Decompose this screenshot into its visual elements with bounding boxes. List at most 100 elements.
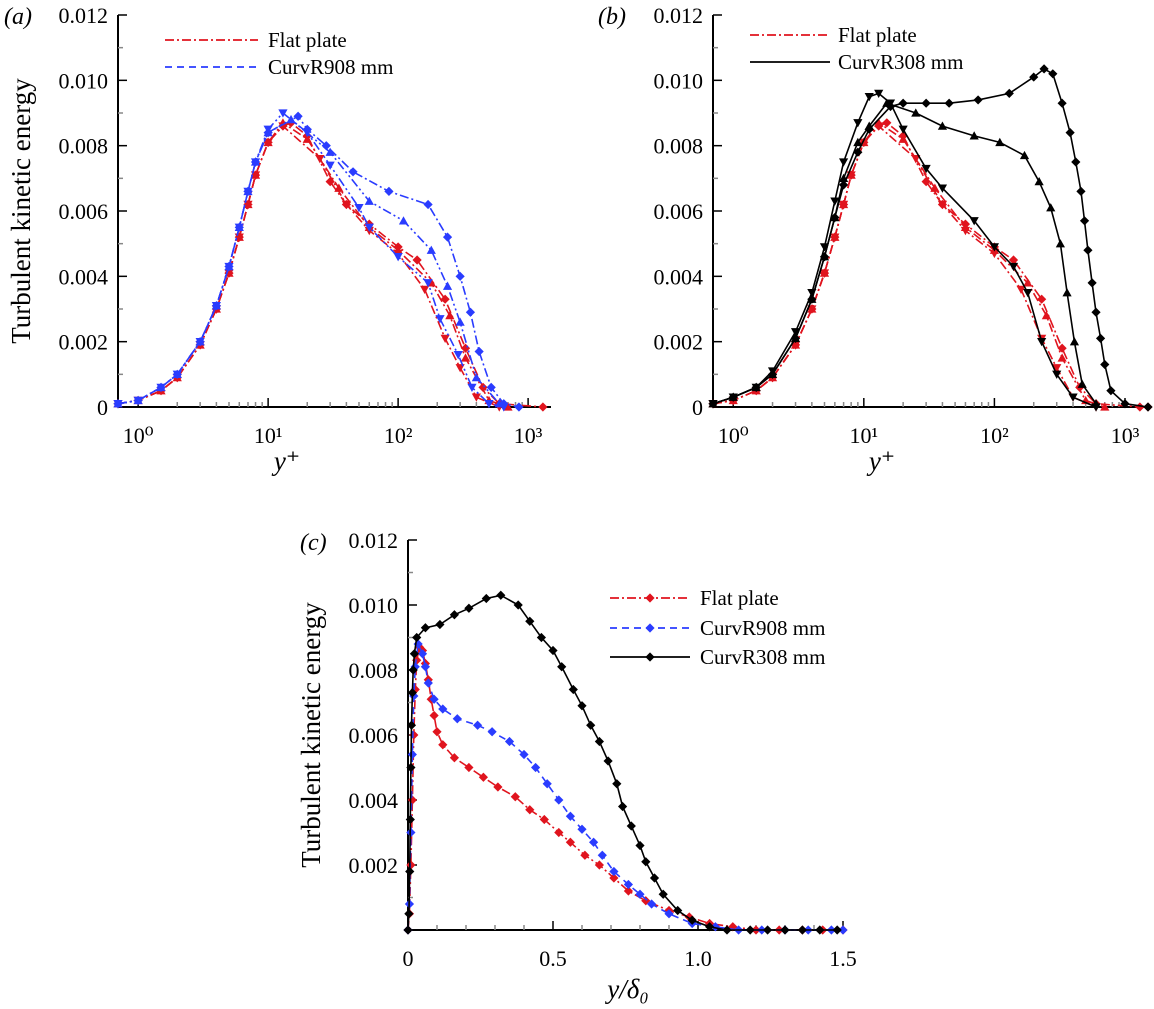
data-point bbox=[1057, 98, 1067, 108]
data-point bbox=[539, 814, 549, 825]
data-point bbox=[937, 121, 948, 130]
data-point bbox=[474, 346, 484, 357]
legend: Flat plate CurvR308 mm bbox=[750, 23, 963, 74]
data-point bbox=[1052, 370, 1062, 379]
data-point bbox=[1041, 310, 1051, 320]
data-point bbox=[413, 639, 423, 649]
data-point bbox=[580, 850, 590, 860]
data-point bbox=[442, 232, 453, 242]
data-point bbox=[471, 373, 481, 382]
series-line bbox=[117, 121, 543, 408]
data-point bbox=[586, 720, 596, 730]
data-point bbox=[449, 753, 459, 763]
data-point bbox=[525, 616, 535, 626]
data-point bbox=[172, 369, 182, 379]
series-line bbox=[117, 118, 500, 405]
y-tick-label: 0.012 bbox=[654, 3, 704, 28]
panel-a: 0 0.002 0.004 0.006 0.008 0.010 0.012 10⁰ 10¹ 10²… bbox=[4, 3, 551, 476]
data-point bbox=[423, 199, 433, 210]
data-point bbox=[557, 662, 567, 672]
data-point bbox=[882, 118, 892, 128]
data-point bbox=[722, 925, 732, 935]
data-point bbox=[751, 382, 761, 392]
series-line bbox=[407, 641, 843, 931]
data-point bbox=[531, 762, 541, 773]
data-point bbox=[830, 197, 840, 206]
data-point bbox=[790, 333, 801, 343]
data-point bbox=[1037, 337, 1047, 347]
data-point bbox=[1062, 288, 1072, 297]
data-point bbox=[937, 200, 948, 210]
series-curvr308-mm-diamond bbox=[403, 590, 842, 935]
data-point bbox=[1120, 399, 1130, 409]
data-point bbox=[460, 353, 471, 362]
legend-label: Flat plate bbox=[838, 23, 917, 47]
data-point bbox=[1019, 150, 1030, 160]
data-point bbox=[641, 857, 651, 867]
data-point bbox=[1068, 393, 1078, 402]
x-tick-label: 10¹ bbox=[850, 423, 879, 448]
data-point bbox=[406, 720, 417, 730]
data-point bbox=[1143, 402, 1153, 412]
data-point bbox=[589, 837, 599, 847]
data-point bbox=[684, 912, 694, 922]
data-point bbox=[464, 762, 474, 773]
x-axis-title: y⁺ bbox=[271, 446, 300, 476]
data-point bbox=[354, 204, 364, 213]
data-point bbox=[263, 137, 273, 147]
series-line bbox=[117, 124, 500, 408]
data-point bbox=[536, 632, 546, 643]
data-point bbox=[1087, 278, 1097, 288]
data-point bbox=[1048, 69, 1058, 79]
data-point bbox=[364, 223, 374, 232]
data-point bbox=[334, 183, 344, 192]
data-point bbox=[278, 118, 288, 127]
data-point bbox=[898, 134, 908, 143]
y-tick-label: 0.012 bbox=[59, 3, 109, 28]
series-flat-plate-triangle-down bbox=[708, 122, 1101, 412]
y-tick-label: 0.010 bbox=[349, 593, 399, 618]
data-point bbox=[429, 694, 439, 704]
data-point bbox=[423, 279, 433, 288]
data-point bbox=[464, 603, 474, 613]
data-point bbox=[995, 137, 1005, 147]
data-point bbox=[548, 645, 558, 656]
x-tick-label: 10¹ bbox=[254, 423, 283, 448]
data-point bbox=[1029, 72, 1039, 82]
x-tick-label: 10³ bbox=[514, 423, 543, 448]
y-tick-label: 0.006 bbox=[59, 199, 109, 224]
y-tick-label: 0.008 bbox=[59, 134, 109, 159]
data-point bbox=[455, 271, 465, 281]
data-point bbox=[341, 200, 351, 210]
data-point bbox=[487, 727, 497, 737]
data-point bbox=[1008, 262, 1019, 272]
data-point bbox=[250, 157, 261, 167]
data-point bbox=[440, 334, 450, 343]
data-point bbox=[293, 111, 303, 121]
y-tick-label: 0.004 bbox=[654, 264, 704, 289]
data-point bbox=[1034, 177, 1044, 186]
data-point bbox=[609, 866, 619, 877]
data-point bbox=[618, 801, 628, 812]
data-point bbox=[944, 98, 954, 108]
data-point bbox=[420, 662, 430, 672]
y-tick-label: 0.002 bbox=[59, 330, 109, 355]
data-point bbox=[438, 704, 448, 714]
data-point bbox=[440, 294, 450, 304]
data-point bbox=[278, 109, 288, 118]
x-tick-label: 10⁰ bbox=[123, 423, 154, 448]
data-point bbox=[525, 805, 535, 815]
panel-label: (c) bbox=[300, 530, 327, 556]
x-tick-label: 10² bbox=[384, 423, 413, 448]
y-tick-label: 0 bbox=[97, 395, 108, 420]
data-point bbox=[407, 749, 417, 760]
data-point bbox=[565, 837, 575, 847]
data-point bbox=[412, 632, 422, 643]
x-tick-label: 1.0 bbox=[684, 946, 712, 971]
data-point bbox=[407, 688, 417, 698]
data-point bbox=[467, 383, 477, 392]
data-point bbox=[393, 245, 403, 254]
series-line bbox=[712, 121, 1106, 408]
data-point bbox=[989, 243, 1000, 252]
